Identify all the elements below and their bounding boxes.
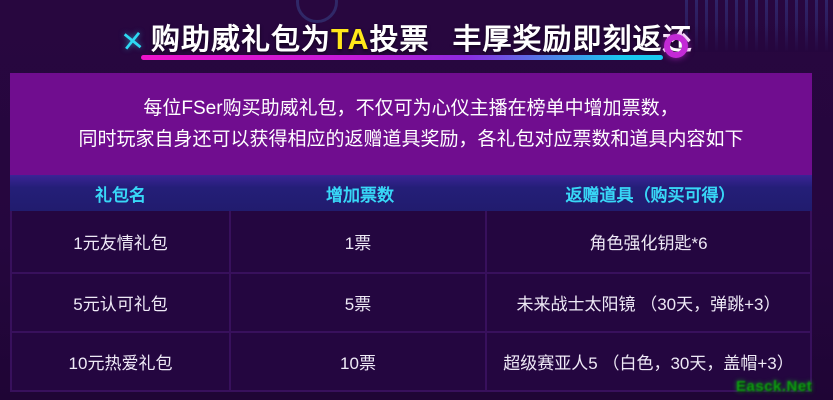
intro-line-1: 每位FSer购买助威礼包，不仅可为心仪主播在榜单中增加票数， xyxy=(143,98,679,119)
title-post: 丰厚奖励即刻返还 xyxy=(452,24,693,56)
title-pre: 购助威礼包为 xyxy=(151,24,332,56)
intro-box: 每位FSer购买助威礼包，不仅可为心仪主播在榜单中增加票数， 同时玩家自身还可以… xyxy=(10,73,812,175)
row1-reward-cell: 角色强化钥匙*6 xyxy=(487,211,810,272)
column-header-votes: 增加票数 xyxy=(326,185,394,205)
circle-icon xyxy=(664,34,688,58)
stripes-decoration xyxy=(685,0,833,52)
row3-package-cell: 10元热爱礼包 xyxy=(12,333,229,390)
title-underline xyxy=(141,55,663,60)
column-header-reward: 返赠道具（购买可得） xyxy=(565,185,736,205)
column-header-package: 礼包名 xyxy=(95,185,146,205)
table-header: 礼包名 增加票数 返赠道具（购买可得） xyxy=(10,175,812,211)
watermark: Easck.Net xyxy=(736,378,813,395)
title-highlight: TA xyxy=(331,24,370,56)
row2-reward-cell: 未来战士太阳镜 （30天，弹跳+3） xyxy=(487,274,810,331)
row2-votes-cell: 5票 xyxy=(231,274,485,331)
intro-line-2: 同时玩家自身还可以获得相应的返赠道具奖励，各礼包对应票数和道具内容如下 xyxy=(78,129,744,150)
row2-package-cell: 5元认可礼包 xyxy=(12,274,229,331)
row3-votes-cell: 10票 xyxy=(231,333,485,390)
x-icon: ✕ xyxy=(119,24,147,59)
row1-votes-cell: 1票 xyxy=(231,211,485,272)
row3-reward-cell: 超级赛亚人5 （白色，30天，盖帽+3） xyxy=(487,333,810,390)
title-mid: 投票 xyxy=(369,24,430,56)
table-body: 1元友情礼包 1票 角色强化钥匙*6 5元认可礼包 5票 未来战士太阳镜 （30… xyxy=(10,211,812,392)
page-title: 购助威礼包为TA投票 丰厚奖励即刻返还 xyxy=(151,16,693,58)
row1-package-cell: 1元友情礼包 xyxy=(12,211,229,272)
